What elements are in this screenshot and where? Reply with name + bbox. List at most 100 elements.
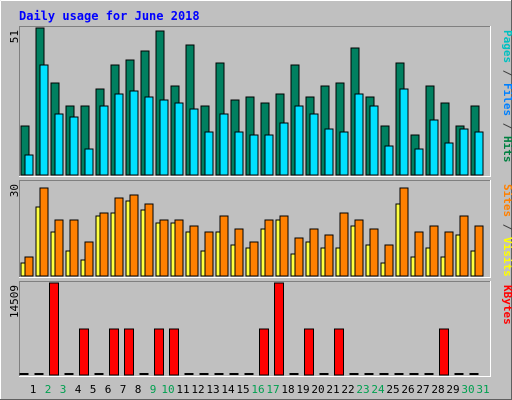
panel-top-legend-item-1: / — [501, 63, 512, 83]
x-tick-label-day-29: 29 — [446, 383, 459, 396]
bar-files-day-10 — [159, 99, 169, 176]
bar-files-day-12 — [189, 108, 199, 176]
bar-kbytes-day-16 — [244, 373, 254, 375]
bar-kbytes-day-21 — [319, 373, 329, 375]
bar-kbytes-day-27 — [409, 373, 419, 375]
bar-files-day-25 — [384, 145, 394, 176]
x-tick-label-day-5: 5 — [90, 383, 97, 396]
bar-files-day-26 — [399, 88, 409, 176]
bar-sites-day-15 — [234, 228, 244, 277]
x-tick-label-day-25: 25 — [386, 383, 399, 396]
bar-files-day-28 — [429, 119, 439, 176]
bar-kbytes-day-4 — [64, 373, 74, 375]
bar-sites-day-16 — [249, 241, 259, 277]
bar-files-day-13 — [204, 131, 214, 176]
bar-files-day-19 — [294, 105, 304, 176]
bar-files-day-29 — [444, 142, 454, 176]
x-tick-label-day-14: 14 — [221, 383, 235, 396]
bar-sites-day-9 — [144, 203, 154, 277]
bar-files-day-1 — [24, 154, 34, 176]
bar-sites-day-29 — [444, 231, 454, 277]
x-tick-label-day-30: 30 — [461, 383, 474, 396]
bar-kbytes-day-12 — [184, 373, 194, 375]
panel-mid: 30 Sites / Visits — [8, 180, 512, 278]
bar-sites-day-12 — [189, 225, 199, 277]
x-tick-label-day-20: 20 — [311, 383, 324, 396]
panel-top-legend-item-4: Hits — [501, 136, 512, 163]
x-tick-label-day-31: 31 — [476, 383, 489, 396]
bar-kbytes-day-11 — [169, 328, 179, 376]
panel-bot-legend-item-0: KBytes — [501, 285, 512, 325]
bar-sites-day-3 — [54, 219, 64, 277]
bar-sites-day-31 — [474, 225, 484, 277]
bar-files-day-24 — [369, 105, 379, 176]
chart-title: Daily usage for June 2018 — [19, 9, 200, 23]
x-tick-label-day-13: 13 — [206, 383, 219, 396]
bar-files-day-11 — [174, 102, 184, 176]
bar-files-day-20 — [309, 113, 319, 176]
bar-kbytes-day-26 — [394, 373, 404, 375]
panel-top-legend-item-3: / — [501, 116, 512, 136]
x-tick-label-day-26: 26 — [401, 383, 414, 396]
panel-top-max-label: 51 — [8, 30, 21, 43]
bar-files-day-16 — [249, 134, 259, 176]
bar-kbytes-day-10 — [154, 328, 164, 376]
panel-top: 51 Pages / Files / Hits — [8, 26, 512, 177]
bar-kbytes-day-15 — [229, 373, 239, 375]
x-tick-label-day-23: 23 — [356, 383, 369, 396]
x-tick-label-day-3: 3 — [60, 383, 67, 396]
bar-sites-day-7 — [114, 197, 124, 277]
bar-files-day-3 — [54, 113, 64, 176]
bar-kbytes-day-2 — [34, 373, 44, 375]
panel-bot-area — [19, 281, 491, 377]
bar-kbytes-day-13 — [199, 373, 209, 375]
bar-kbytes-day-28 — [424, 373, 434, 375]
bar-files-day-14 — [219, 113, 229, 176]
bar-kbytes-day-17 — [259, 328, 269, 376]
bar-files-day-15 — [234, 131, 244, 176]
panel-top-legend: Pages / Files / Hits — [501, 30, 512, 163]
panel-bot-max-label: 14509 — [8, 285, 21, 318]
panel-top-legend-item-0: Pages — [501, 30, 512, 63]
bar-files-day-5 — [84, 148, 94, 176]
bar-sites-day-23 — [354, 219, 364, 277]
bar-files-day-22 — [339, 131, 349, 176]
bar-sites-day-4 — [69, 219, 79, 277]
x-tick-label-day-27: 27 — [416, 383, 429, 396]
x-tick-label-day-28: 28 — [431, 383, 444, 396]
bar-kbytes-day-3 — [49, 282, 59, 376]
bar-kbytes-day-23 — [349, 373, 359, 375]
bar-sites-day-24 — [369, 228, 379, 277]
bar-files-day-2 — [39, 64, 49, 176]
bar-sites-day-22 — [339, 212, 349, 277]
bar-kbytes-day-22 — [334, 328, 344, 376]
bar-files-day-21 — [324, 128, 334, 176]
bar-files-day-18 — [279, 122, 289, 176]
bar-files-day-6 — [99, 105, 109, 176]
bar-sites-day-8 — [129, 194, 139, 277]
panel-mid-max-label: 30 — [8, 184, 21, 197]
bar-files-day-23 — [354, 93, 364, 176]
x-tick-label-day-10: 10 — [161, 383, 174, 396]
bar-files-day-9 — [144, 96, 154, 176]
x-tick-label-day-17: 17 — [266, 383, 279, 396]
bar-sites-day-18 — [279, 215, 289, 277]
bar-kbytes-day-9 — [139, 373, 149, 375]
bar-files-day-31 — [474, 131, 484, 176]
bar-sites-day-30 — [459, 215, 469, 277]
x-tick-label-day-2: 2 — [45, 383, 52, 396]
x-tick-label-day-19: 19 — [296, 383, 309, 396]
bar-sites-day-5 — [84, 241, 94, 277]
x-tick-label-day-8: 8 — [135, 383, 142, 396]
panel-bot-legend: KBytes — [501, 285, 512, 325]
bar-kbytes-day-1 — [19, 373, 29, 375]
bar-kbytes-day-24 — [364, 373, 374, 375]
bar-sites-day-11 — [174, 219, 184, 277]
x-tick-label-day-22: 22 — [341, 383, 354, 396]
x-tick-label-day-18: 18 — [281, 383, 294, 396]
panels-group: 51 Pages / Files / Hits 30 Sites / Visits 14… — [8, 26, 512, 377]
x-tick-label-day-15: 15 — [236, 383, 249, 396]
bar-sites-day-20 — [309, 228, 319, 277]
x-tick-label-day-9: 9 — [150, 383, 157, 396]
